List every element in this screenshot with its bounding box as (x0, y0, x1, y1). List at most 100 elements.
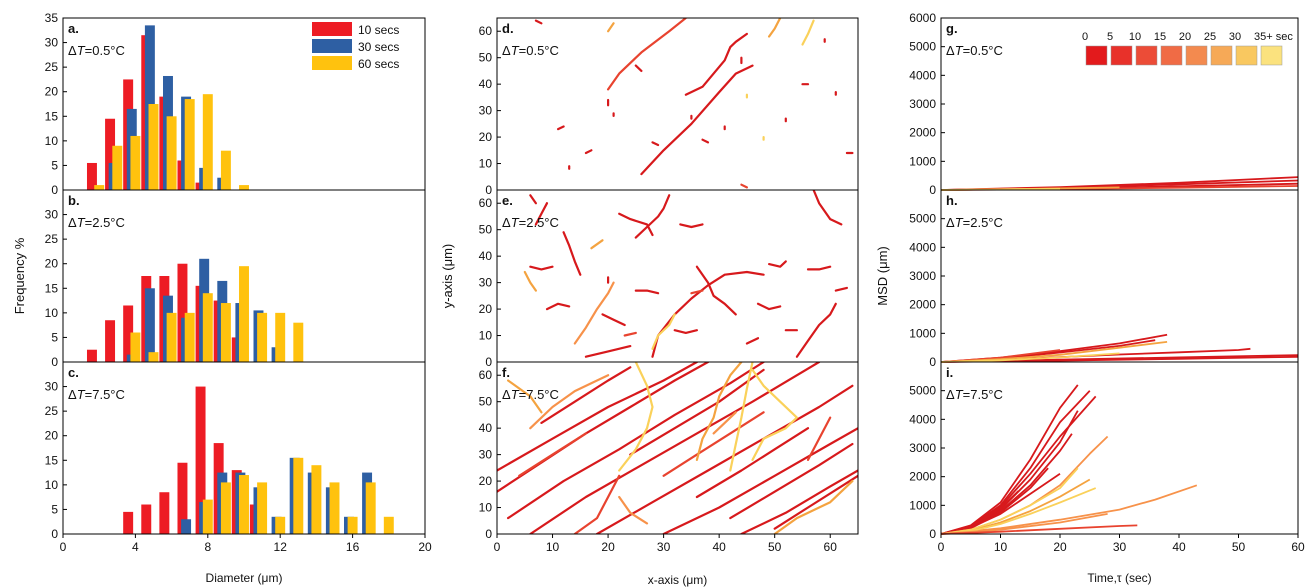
y-tick-label: 40 (479, 249, 493, 263)
trajectory-line (556, 125, 565, 131)
msd-panel-h: 0 1000 2000 3000 4000 5000 h. ΔT=2.5°C MSD (μm) (875, 189, 1299, 369)
y-tick-label: 25 (45, 404, 59, 418)
y-tick-label: 3000 (909, 441, 936, 455)
bar (220, 303, 231, 362)
y-tick-label: 25 (45, 232, 59, 246)
condition-label-part: =7.5°C (85, 387, 125, 402)
panel-label: e. (502, 193, 513, 208)
panel-label: h. (946, 193, 958, 208)
trajectory-panel-f: 0 10 20 30 40 50 60 0 10 20 30 40 50 60 f. ΔT=7.5°C x-ax… (479, 361, 859, 587)
x-tick-label: 50 (768, 540, 782, 554)
y-tick-label: 3000 (909, 97, 936, 111)
y-tick-label: 3000 (909, 269, 936, 283)
histogram-panel-c: 0 5 10 15 20 25 30 0 4 8 12 16 20 Diameter (μm) c. ΔT=7… (45, 361, 432, 585)
y-tick-label: 10 (479, 501, 493, 515)
bar (184, 312, 195, 362)
bar (112, 145, 123, 190)
trajectory-line (634, 194, 671, 239)
trajectory-panel-d: 0 10 20 30 40 50 60 d. ΔT=0.5°C (479, 17, 859, 197)
condition-label-part: =7.5°C (963, 387, 1003, 402)
condition-label-part: =2.5°C (519, 215, 559, 230)
trajectory-line (573, 474, 621, 534)
colorbar-tick-label: 10 (1129, 31, 1141, 43)
y-tick-label: 10 (45, 134, 59, 148)
y-tick-label: 2000 (909, 298, 936, 312)
y-tick-label: 5 (51, 330, 58, 344)
bar (86, 349, 97, 362)
y-tick-label: 30 (479, 104, 493, 118)
x-tick-label: 50 (1232, 540, 1246, 554)
trajectory-line (801, 19, 815, 46)
y-tick-label: 5 (51, 158, 58, 172)
y-tick-label: 50 (479, 395, 493, 409)
x-axis-label: Time,τ (sec) (1087, 571, 1151, 585)
bar (184, 99, 195, 190)
trajectory-line (684, 32, 749, 96)
bar (105, 118, 116, 190)
bar (202, 499, 213, 534)
y-tick-label: 2000 (909, 470, 936, 484)
x-tick-label: 0 (938, 540, 945, 554)
condition-label-part: T (77, 43, 86, 58)
condition-label-part: T (511, 387, 520, 402)
colorbar-tick-label: 20 (1179, 31, 1191, 43)
x-tick-label: 20 (1053, 540, 1067, 554)
y-tick-label: 30 (479, 276, 493, 290)
condition-label-part: Δ (502, 43, 511, 58)
x-tick-label: 12 (274, 540, 288, 554)
bar (275, 312, 286, 362)
bar (257, 482, 268, 534)
trajectory-line (662, 411, 765, 477)
x-tick-label: 40 (1172, 540, 1186, 554)
x-tick-label: 10 (994, 540, 1008, 554)
x-tick-label: 60 (824, 540, 838, 554)
msd-line (940, 395, 1097, 535)
y-tick-label: 30 (45, 36, 59, 50)
trajectory-line (606, 22, 615, 33)
y-tick-label: 30 (479, 448, 493, 462)
colorbar-tick-label: 0 (1082, 31, 1088, 43)
msd-line (940, 352, 1120, 363)
condition-label-part: Δ (68, 387, 77, 402)
trajectory-line (695, 265, 737, 316)
condition-label-part: Δ (502, 215, 511, 230)
y-tick-label: 15 (45, 281, 59, 295)
trajectory-line (584, 345, 632, 358)
condition-label-part: T (77, 387, 86, 402)
y-tick-label: 30 (45, 208, 59, 222)
condition-label-part: Δ (502, 387, 511, 402)
plot-frame (496, 361, 859, 535)
y-tick-label: 20 (479, 474, 493, 488)
y-tick-label: 50 (479, 51, 493, 65)
trajectory-line (773, 480, 854, 534)
condition-label: ΔT=2.5°C (68, 215, 125, 230)
condition-label-part: =0.5°C (85, 43, 125, 58)
msd-line (940, 433, 1073, 535)
trajectory-line (590, 239, 604, 250)
trajectory-line (651, 313, 676, 350)
y-tick-label: 15 (45, 109, 59, 123)
x-tick-label: 40 (712, 540, 726, 554)
trajectory-line (690, 289, 704, 295)
trajectory-line (629, 368, 765, 456)
bar (329, 482, 340, 534)
x-tick-label: 60 (1291, 540, 1305, 554)
colorbar-swatch (1185, 45, 1208, 66)
bar (239, 266, 249, 362)
trajectory-line (695, 362, 743, 461)
trajectory-line (540, 366, 632, 424)
trajectory-line (507, 379, 543, 414)
trajectory-line (595, 384, 854, 534)
bar (177, 462, 188, 534)
bar (130, 332, 141, 362)
msd-line (940, 490, 1020, 535)
trajectory-line (606, 18, 687, 91)
condition-label: ΔT=2.5°C (502, 215, 559, 230)
trajectory-panel-e: 0 10 20 30 40 50 60 e. ΔT=2.5°C y-axis (μm) (440, 189, 859, 369)
y-tick-label: 25 (45, 60, 59, 74)
bar (275, 516, 286, 534)
bar (166, 312, 177, 362)
msd-line (940, 384, 1079, 535)
trajectory-group (523, 190, 849, 358)
trajectory-line (756, 302, 782, 311)
